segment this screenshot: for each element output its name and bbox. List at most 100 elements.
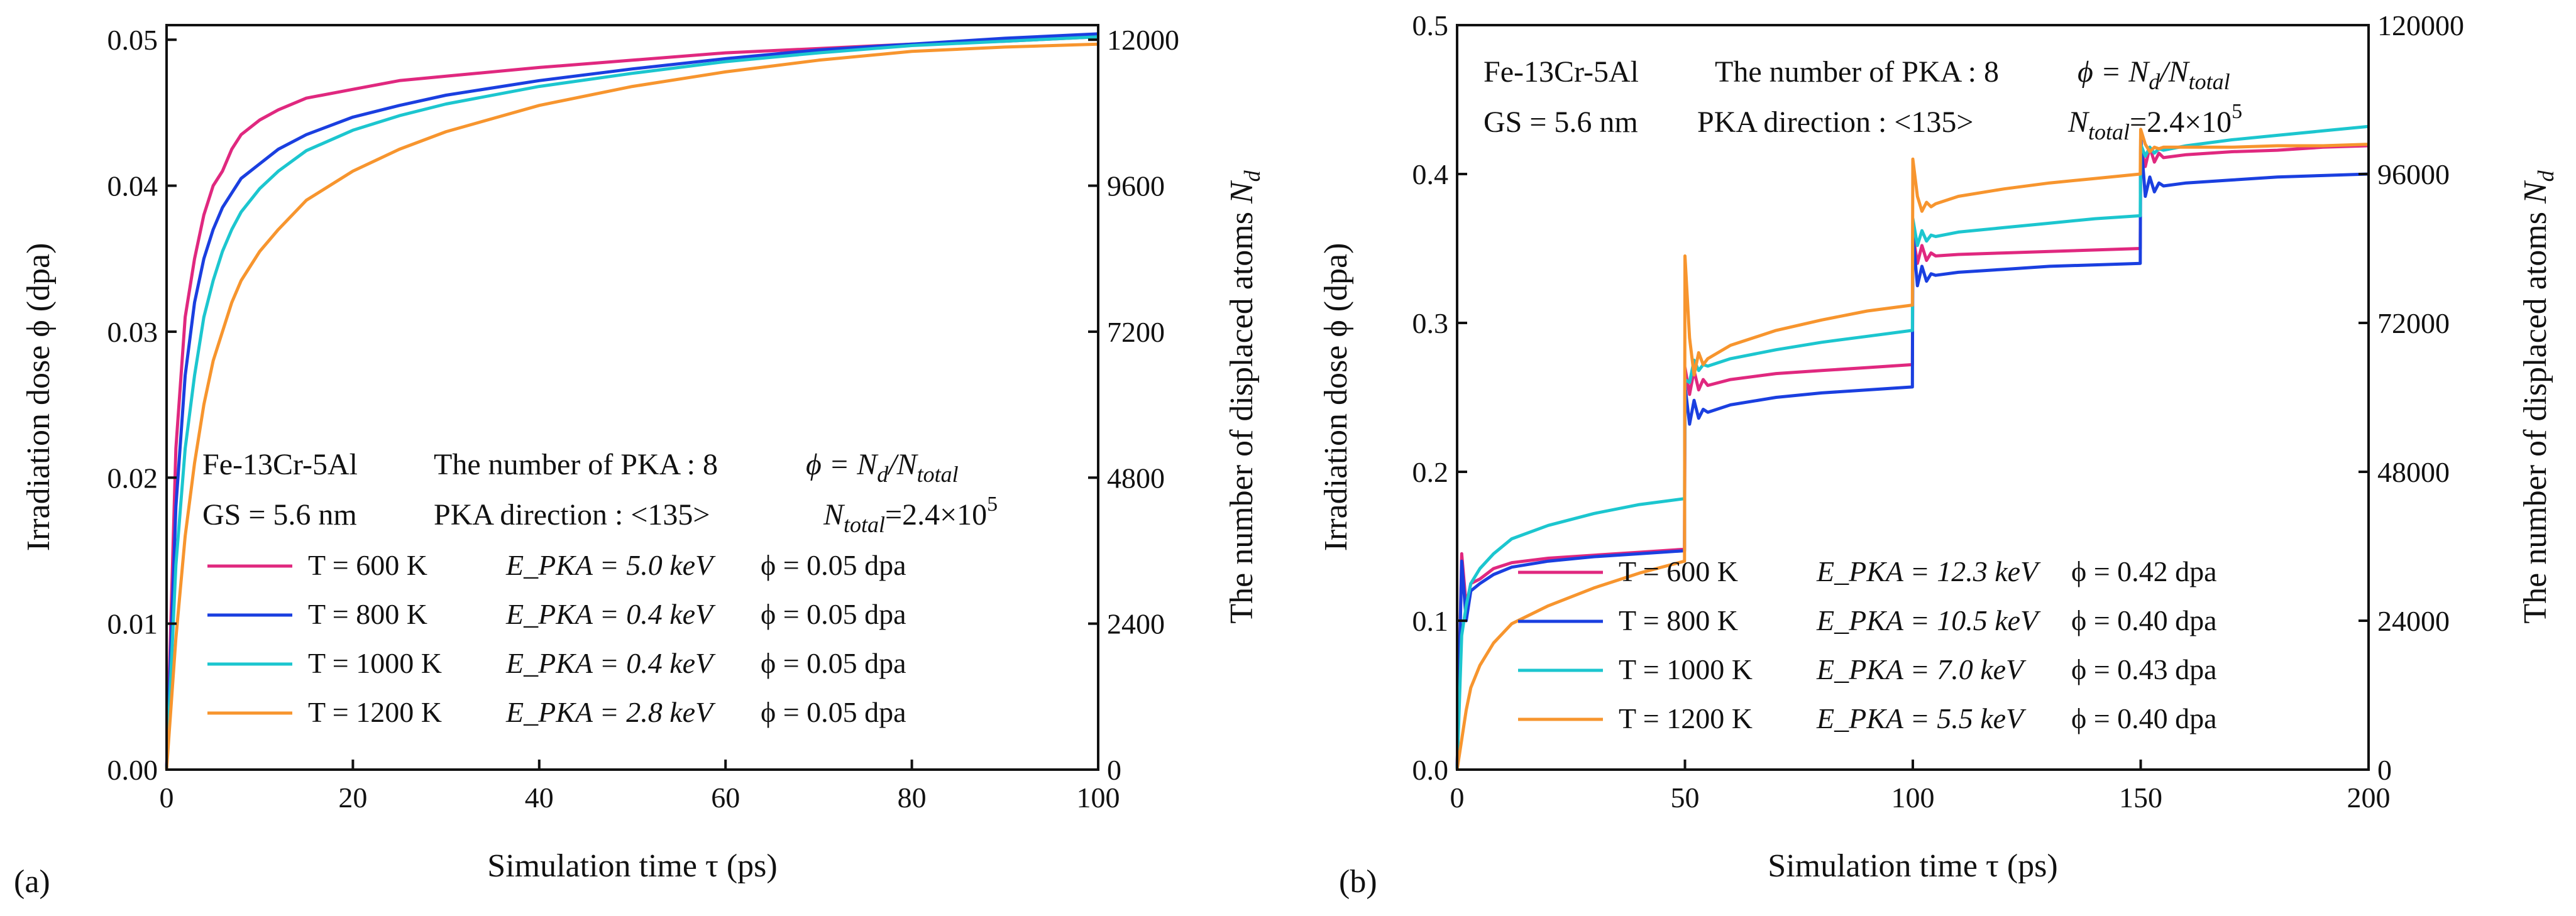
panel-a-ntotal-text: Ntotal=2.4×105 [823,493,998,537]
panel-b-y-tick-label: 0.1 [1412,605,1449,637]
panel-a-plot-frame [165,24,1099,771]
panel-b-legend-epka-1: E_PKA = 12.3 keV [1816,555,2041,587]
panel-a-y-tick-label: 0.00 [107,754,158,786]
panel-a-ticks: 0 20 40 60 80 100 0.00 0.01 0.02 0.03 0.04 0.05 0 240… [107,24,1180,814]
panel-a-series-line-3 [165,35,1099,770]
panel-a-y2-tick-label: 12000 [1107,24,1179,56]
panel-b-y2-tick-label: 120000 [2377,9,2464,41]
panel-b-legend: T = 600 K E_PKA = 12.3 keV ϕ = 0.42 dpa T =… [1518,555,2217,734]
panel-b-legend-label-1: T = 600 K [1619,555,1738,587]
panel-a-legend-epka-4: E_PKA = 2.8 keV [505,696,716,728]
panel-a-y2-tick-label: 0 [1107,754,1121,786]
panel-a-y-tick-label: 0.04 [107,170,158,202]
panel-a-legend-phi-4: ϕ = 0.05 dpa [761,696,906,728]
panel-b-x-tick-label: 100 [1891,782,1935,814]
panel-a-y2-tick-label: 4800 [1107,462,1165,494]
panel-b-y2-tick-label: 0 [2377,754,2392,786]
panel-b-x-axis-label: Simulation time τ (ps) [1768,848,2057,884]
panel-b-phi-definition: ϕ = Nd/Ntotal [2078,55,2230,94]
panel-b-legend-phi-1: ϕ = 0.42 dpa [2071,555,2217,587]
panel-a-legend-label-2: T = 800 K [308,598,427,630]
panel-a-x-axis-label: Simulation time τ (ps) [487,848,777,884]
panel-b-y2-label-symbol: N [2518,180,2553,204]
panel-a-y2-label-symbol: N [1224,180,1260,204]
panel-b-legend-phi-2: ϕ = 0.40 dpa [2071,604,2217,636]
panel-b-x-tick-label: 0 [1450,782,1465,814]
panel-b-legend-label-2: T = 800 K [1619,604,1738,636]
panel-b-legend-phi-3: ϕ = 0.43 dpa [2071,653,2217,685]
panel-a-x-tick-label: 80 [898,782,927,814]
panel-b-x-tick-label: 200 [2347,782,2391,814]
panel-b-ntotal-text: Ntotal=2.4×105 [2067,100,2242,144]
panel-b-series-line-4 [1455,128,2369,770]
panel-a-series [165,32,1099,770]
panel-a-y-tick-label: 0.03 [107,316,158,348]
panel-a-series-line-1 [165,35,1099,770]
panel-a-y-axis-label: Irradiation dose ϕ (dpa) [21,243,57,552]
panel-a-legend-epka-1: E_PKA = 5.0 keV [505,549,716,581]
panel-a-y2-tick-label: 9600 [1107,170,1165,202]
panel-b-legend-epka-3: E_PKA = 7.0 keV [1816,653,2027,685]
panel-a-phi-definition: ϕ = Nd/Ntotal [806,448,959,487]
panel-a-legend-label-1: T = 600 K [308,549,427,581]
panel-a-legend-phi-3: ϕ = 0.05 dpa [761,647,906,679]
panel-b-legend-epka-2: E_PKA = 10.5 keV [1816,604,2041,636]
panel-b-y-axis-label: Irradiation dose ϕ (dpa) [1318,243,1354,552]
panel-a-legend-phi-2: ϕ = 0.05 dpa [761,598,906,630]
panel-a-legend: T = 600 K E_PKA = 5.0 keV ϕ = 0.05 dpa T = … [207,549,906,728]
panel-a-x-tick-label: 0 [160,782,174,814]
panel-a-series-line-2 [165,32,1099,770]
panel-a-material-text: Fe-13Cr-5Al [202,448,358,481]
panel-b-ticks: 0 50 100 150 200 0.0 0.1 0.2 0.3 0.4 0.5 0 24000 4800… [1412,9,2465,814]
panel-a-label: (a) [14,864,50,900]
panel-b-y2-tick-label: 48000 [2377,456,2450,488]
panel-b-label: (b) [1339,864,1377,900]
panel-b-pka-number-text: The number of PKA : 8 [1715,55,1999,89]
panel-b-gs-text: GS = 5.6 nm [1483,106,1638,139]
panel-b-y-tick-label: 0.2 [1412,456,1449,488]
panel-b-y-tick-label: 0.5 [1412,9,1449,41]
panel-a-gs-text: GS = 5.6 nm [202,498,357,532]
panel-b-material-text: Fe-13Cr-5Al [1483,55,1639,89]
panel-a-legend-epka-2: E_PKA = 0.4 keV [505,598,716,630]
panel-b-series [1455,124,2369,770]
panel-b-legend-epka-4: E_PKA = 5.5 keV [1816,702,2027,734]
panel-a-y2-label-subscript: d [1240,170,1265,182]
panel-a-pka-number-text: The number of PKA : 8 [434,448,718,481]
panel-a-y-tick-label: 0.05 [107,24,158,56]
panel-b-y-tick-label: 0.4 [1412,158,1449,190]
panel-a-legend-label-4: T = 1200 K [308,696,442,728]
panel-a-series-line-4 [165,42,1099,770]
panel-b-legend-label-3: T = 1000 K [1619,653,1753,685]
panel-a-x-tick-label: 100 [1077,782,1120,814]
panel-a-y-tick-label: 0.02 [107,462,158,494]
panel-b-legend-phi-4: ϕ = 0.40 dpa [2071,702,2217,734]
panel-a: 0 20 40 60 80 100 0.00 0.01 0.02 0.03 0.04 0.05 0 240… [14,24,1265,900]
panel-a-y2-axis-label: The number of displaced atoms Nd [1224,170,1265,623]
panel-b-y2-tick-label: 24000 [2377,605,2450,637]
panel-a-y2-tick-label: 2400 [1107,608,1165,640]
panel-b-pka-direction-text: PKA direction : <135> [1697,106,1973,139]
panel-b: 0 50 100 150 200 0.0 0.1 0.2 0.3 0.4 0.5 0 24000 4800… [1318,9,2558,900]
panel-a-y-tick-label: 0.01 [107,608,158,640]
panel-b-x-tick-label: 50 [1671,782,1700,814]
panel-a-legend-phi-1: ϕ = 0.05 dpa [761,549,906,581]
panel-b-y2-label-main: The number of displaced atoms [2518,204,2553,624]
panel-a-y2-label-main: The number of displaced atoms [1224,204,1260,624]
panel-b-legend-label-4: T = 1200 K [1619,702,1753,734]
panel-b-y2-axis-label: The number of displaced atoms Nd [2518,170,2558,623]
panel-b-x-tick-label: 150 [2119,782,2162,814]
panel-b-y2-label-subscript: d [2533,170,2558,182]
panel-b-y2-tick-label: 96000 [2377,158,2450,190]
panel-a-x-tick-label: 60 [711,782,740,814]
panel-b-y2-tick-label: 72000 [2377,307,2450,339]
panel-b-y-tick-label: 0.3 [1412,307,1449,339]
panel-a-pka-direction-text: PKA direction : <135> [434,498,710,532]
panel-b-y-tick-label: 0.0 [1412,754,1449,786]
panel-a-x-tick-label: 40 [525,782,554,814]
panel-a-y2-tick-label: 7200 [1107,316,1165,348]
panel-a-x-tick-label: 20 [338,782,367,814]
panel-a-legend-label-3: T = 1000 K [308,647,442,679]
panel-a-legend-epka-3: E_PKA = 0.4 keV [505,647,716,679]
